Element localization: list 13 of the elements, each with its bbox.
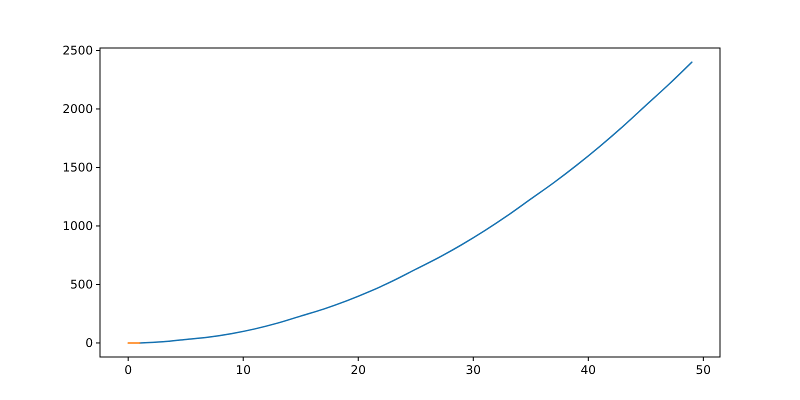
- y-tick-label: 1000: [62, 219, 93, 234]
- x-tick-label: 50: [696, 363, 711, 377]
- line-series: [138, 61, 693, 344]
- y-tick-label: 500: [70, 278, 93, 292]
- y-tick-label: 0: [85, 336, 93, 350]
- y-tick-label: 2000: [62, 102, 93, 116]
- x-tick-label: 0: [124, 363, 132, 377]
- x-tick-label: 20: [350, 363, 366, 377]
- y-tick-label: 1500: [62, 160, 93, 175]
- x-tick-label: 30: [466, 363, 481, 377]
- x-tick-label: 10: [236, 363, 251, 377]
- y-tick-label: 2500: [62, 44, 93, 58]
- x-tick-label: 40: [580, 363, 596, 377]
